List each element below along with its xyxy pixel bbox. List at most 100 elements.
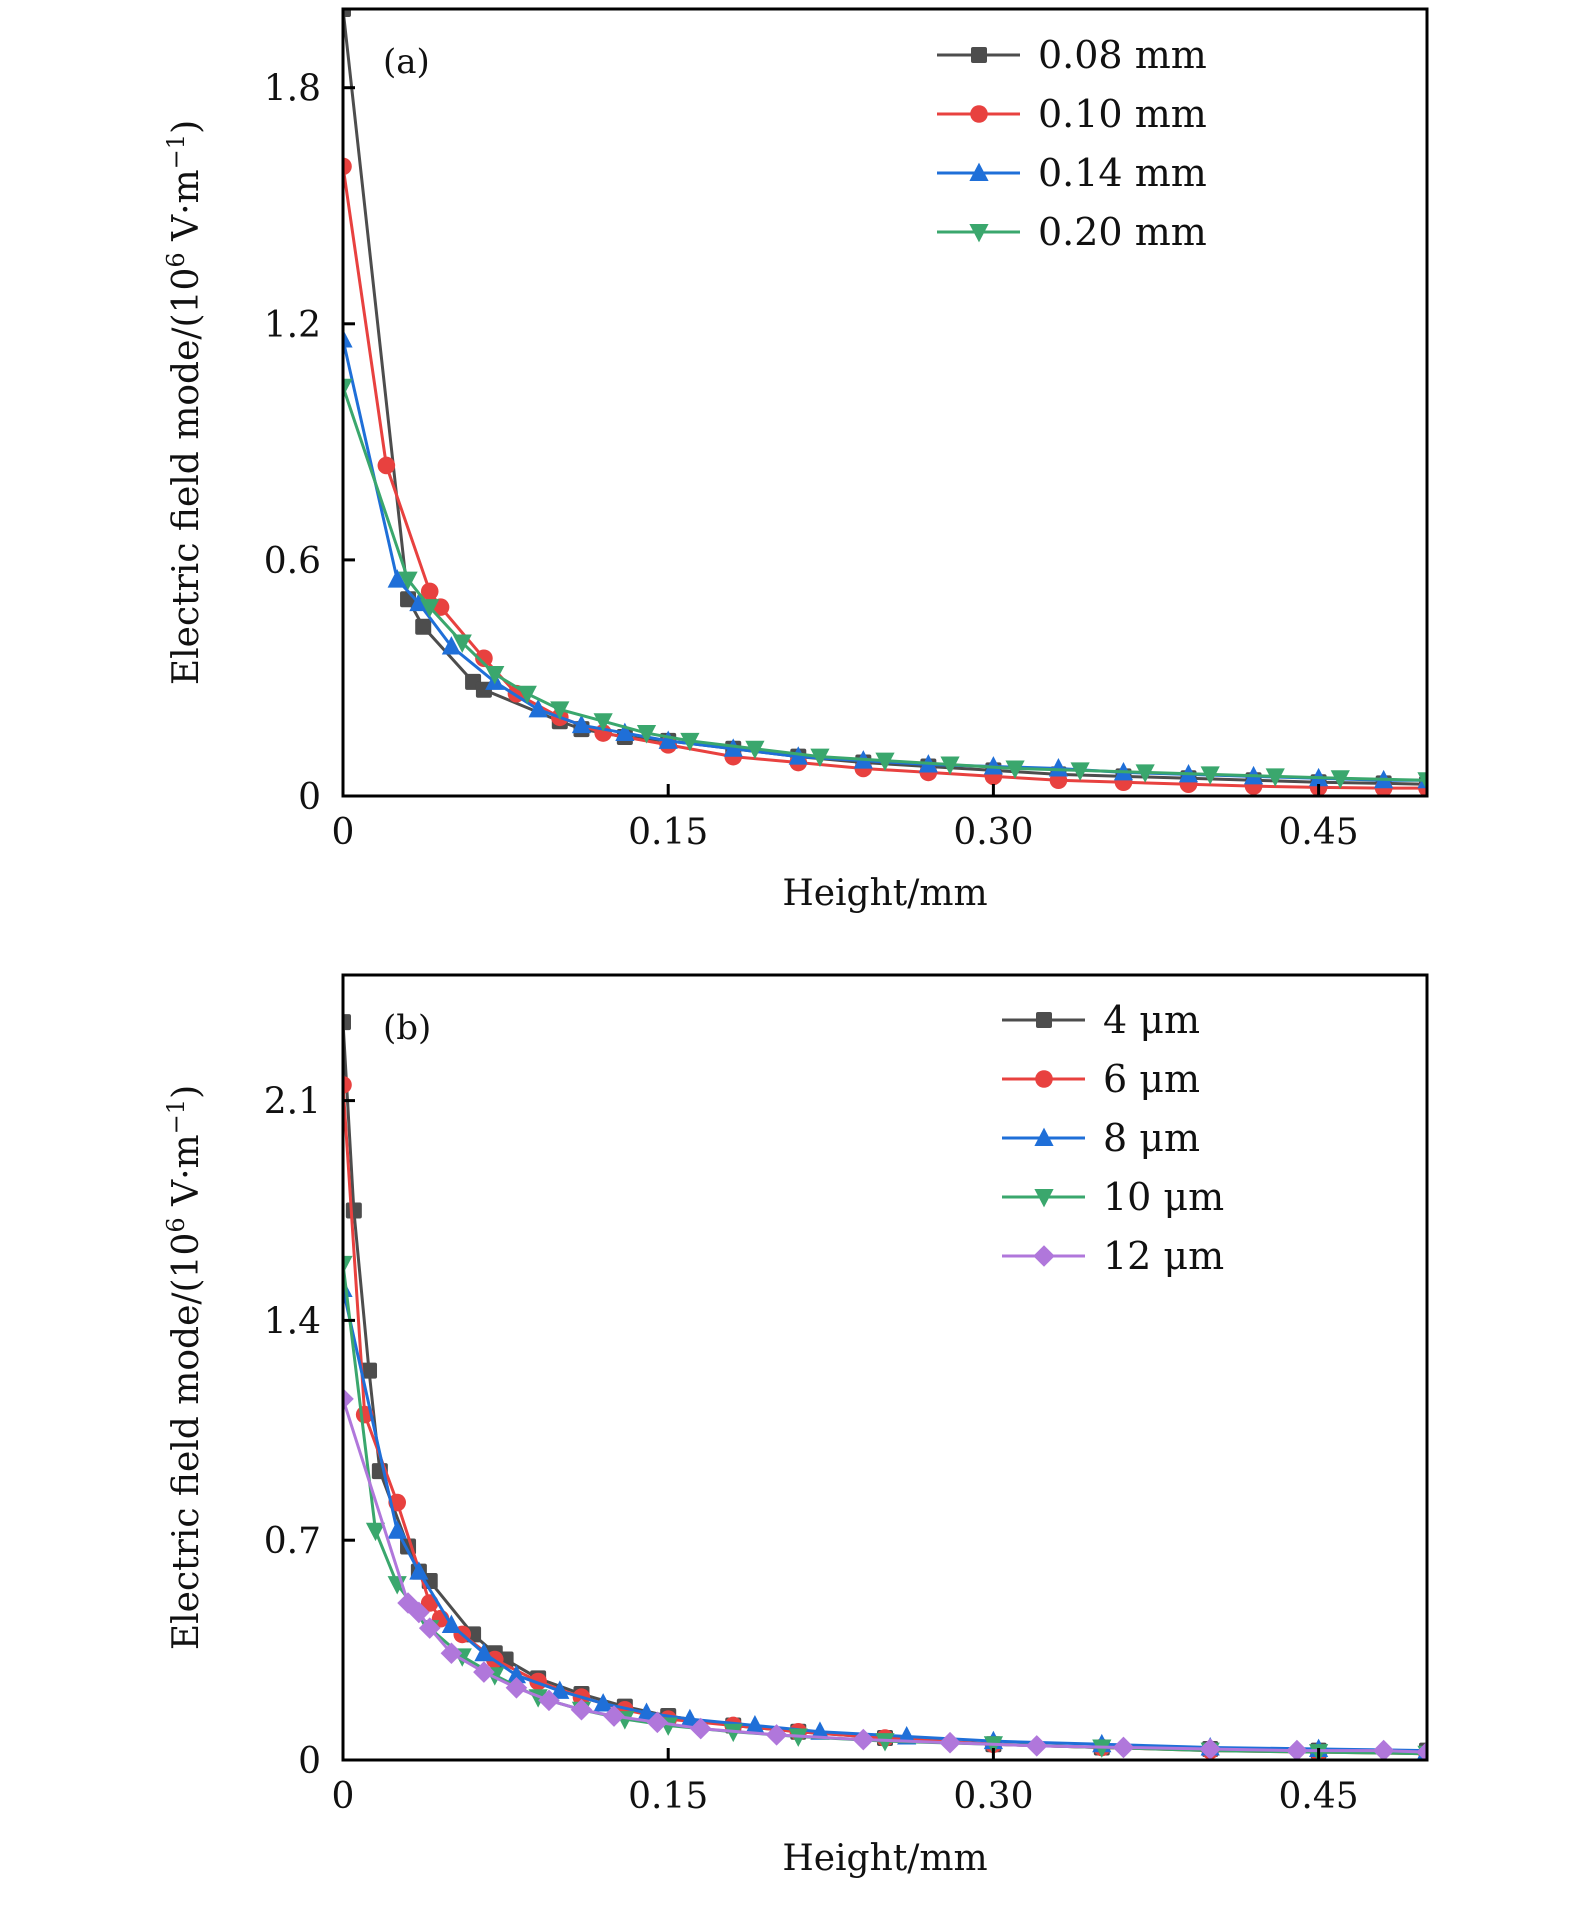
data-point — [658, 730, 678, 749]
data-point — [474, 1642, 494, 1662]
legend-label: 0.20 mm — [1038, 210, 1207, 254]
data-point — [418, 1617, 441, 1639]
y-tick-label: 1.2 — [264, 305, 321, 346]
data-point — [810, 1721, 830, 1740]
legend-label: 12 μm — [1103, 1234, 1224, 1278]
data-point — [343, 157, 352, 176]
y-tick-label: 0.6 — [264, 541, 321, 582]
data-point — [1330, 770, 1350, 789]
data-point — [505, 1676, 528, 1699]
x-tick-label: 0.30 — [953, 812, 1033, 853]
legend-label: 0.10 mm — [1038, 92, 1207, 136]
panel-label: (b) — [383, 1008, 431, 1048]
y-axis-label-close: ) — [166, 120, 207, 134]
data-point — [745, 1715, 765, 1734]
x-tick-label: 0 — [332, 1776, 355, 1817]
legend-label: 0.14 mm — [1038, 151, 1207, 195]
data-point — [365, 1522, 386, 1542]
y-axis-label-unit: V·m — [166, 169, 207, 252]
data-point — [615, 722, 635, 742]
y-tick-label: 0 — [298, 777, 321, 818]
data-point — [1092, 1739, 1112, 1758]
y-axis-label-exp: 6 — [162, 1217, 190, 1232]
y-axis-label-main: Electric field mode/(10 — [166, 1233, 207, 1651]
data-point — [875, 752, 895, 771]
series-0-20-mm — [343, 378, 1427, 791]
legend: 0.08 mm 0.10 mm 0.14 mm 0.20 mm — [937, 33, 1207, 254]
data-point — [593, 1693, 613, 1712]
axis-ticks: 0 0.15 0.30 0.45 0 0.6 1.2 1.8 — [264, 69, 1359, 853]
data-point — [387, 569, 407, 588]
series-12-m — [343, 1388, 1427, 1760]
data-point — [452, 634, 472, 653]
series-layer — [343, 1014, 1427, 1760]
x-axis-label: Height/mm — [782, 873, 987, 914]
data-point — [1005, 760, 1025, 779]
data-point — [550, 1680, 570, 1699]
data-point — [1416, 1741, 1427, 1760]
legend-item: 0.10 mm — [937, 92, 1207, 136]
x-tick-label: 0 — [332, 812, 355, 853]
data-point — [593, 713, 613, 732]
data-point — [1200, 766, 1220, 785]
panel-label: (a) — [383, 42, 430, 82]
data-point — [343, 1014, 351, 1031]
data-point — [506, 1664, 527, 1684]
data-point — [1286, 1739, 1308, 1760]
y-tick-label: 2.1 — [264, 1082, 321, 1123]
y-axis-label-close: ) — [166, 1085, 207, 1099]
series-6-m — [343, 1076, 1427, 1760]
data-point — [636, 725, 657, 744]
series-line — [343, 166, 1427, 790]
data-point — [852, 1728, 875, 1751]
data-point — [1048, 758, 1069, 777]
series-line — [343, 1263, 1427, 1756]
data-point — [343, 1255, 353, 1275]
plot-frame — [341, 973, 1429, 1762]
data-point — [636, 1702, 657, 1721]
series-line — [343, 1398, 1427, 1754]
x-axis-label: Height/mm — [782, 1838, 987, 1879]
data-point — [1025, 1735, 1048, 1757]
y-axis-label-unit: V·m — [166, 1134, 207, 1217]
y-axis-label-unit-exp: −1 — [162, 1099, 190, 1134]
legend-item: 0.14 mm — [937, 151, 1207, 195]
series-10-m — [343, 1255, 1427, 1760]
legend-marker — [1034, 1127, 1054, 1146]
data-point — [345, 1202, 362, 1219]
data-point — [745, 740, 765, 760]
data-point — [485, 666, 505, 685]
legend-marker — [969, 162, 989, 181]
data-point — [528, 699, 548, 718]
legend-item: 8 μm — [1002, 1116, 1200, 1160]
legend-item: 0.08 mm — [937, 33, 1207, 77]
data-point — [387, 1520, 407, 1539]
y-tick-label: 1.4 — [264, 1301, 321, 1342]
data-point — [1070, 762, 1090, 781]
legend-marker — [1033, 1245, 1055, 1267]
y-axis-label: Electric field mode/(106 V·m−1) — [162, 1085, 207, 1650]
data-point — [788, 1728, 808, 1747]
legend-marker — [971, 47, 987, 63]
data-point — [409, 592, 429, 612]
legend-item: 6 μm — [1002, 1057, 1200, 1101]
data-point — [646, 1711, 669, 1734]
series-layer — [343, 9, 1427, 796]
data-point — [1112, 1736, 1135, 1759]
data-point — [810, 748, 830, 768]
data-point — [343, 329, 353, 348]
y-axis-label-main: Electric field mode/(10 — [166, 268, 207, 686]
y-axis-label-unit-exp: −1 — [162, 134, 190, 169]
x-tick-label: 0.15 — [628, 812, 708, 853]
data-point — [939, 1731, 961, 1754]
y-axis-label: Electric field mode/(106 V·m−1) — [162, 120, 207, 685]
data-point — [723, 1723, 743, 1743]
series-line — [343, 386, 1427, 782]
plot-frame — [341, 7, 1429, 798]
axis-ticks: 0 0.15 0.30 0.45 0 0.7 1.4 2.1 — [264, 1082, 1359, 1817]
data-point — [680, 732, 700, 752]
data-point — [603, 1705, 625, 1727]
data-point — [983, 756, 1003, 775]
legend-marker — [1035, 1070, 1053, 1088]
data-point — [475, 649, 493, 668]
